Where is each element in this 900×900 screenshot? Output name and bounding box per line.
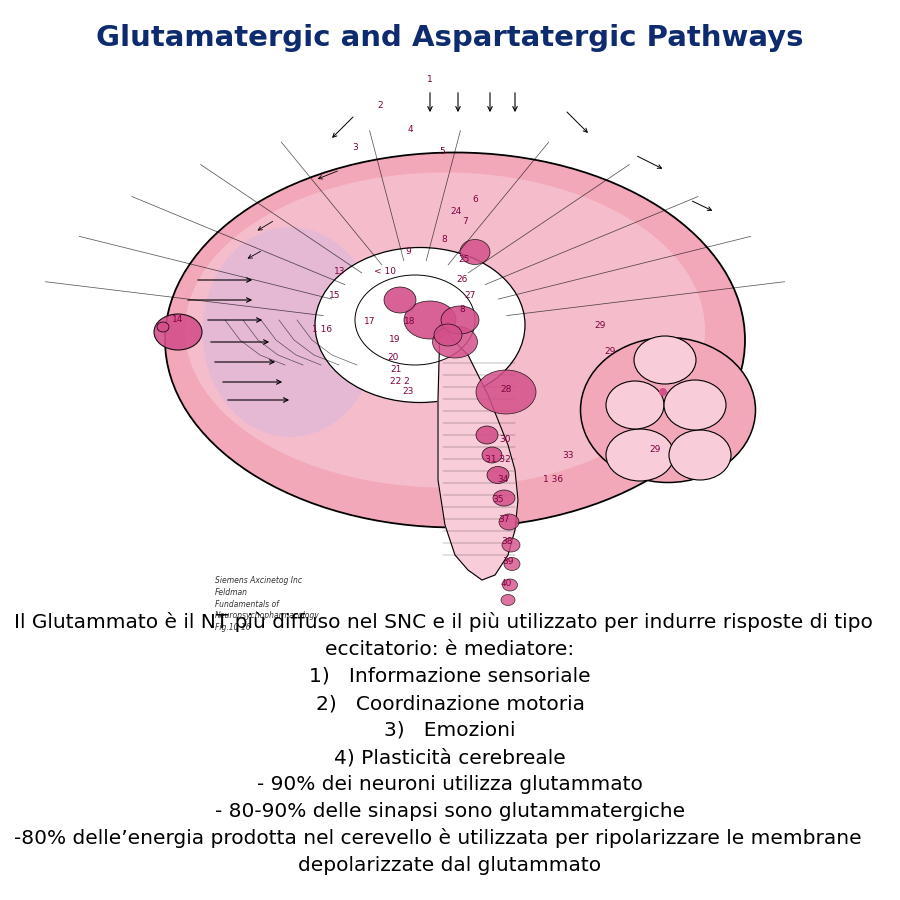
Text: 9: 9 bbox=[405, 248, 411, 256]
Text: 15: 15 bbox=[329, 292, 341, 301]
Text: 37: 37 bbox=[499, 516, 509, 525]
Ellipse shape bbox=[606, 381, 664, 429]
Text: 29: 29 bbox=[594, 320, 606, 329]
Text: 22 2: 22 2 bbox=[390, 377, 410, 386]
Ellipse shape bbox=[355, 275, 475, 365]
Ellipse shape bbox=[441, 306, 479, 334]
Text: - 90% dei neuroni utilizza glutammato: - 90% dei neuroni utilizza glutammato bbox=[257, 775, 643, 794]
Ellipse shape bbox=[185, 173, 705, 488]
Ellipse shape bbox=[502, 579, 518, 591]
Text: 31 32: 31 32 bbox=[485, 455, 511, 464]
Ellipse shape bbox=[202, 227, 377, 437]
Text: 2)   Coordinazione motoria: 2) Coordinazione motoria bbox=[316, 694, 584, 713]
Ellipse shape bbox=[404, 301, 456, 339]
Text: - 80-90% delle sinapsi sono glutammatergiche: - 80-90% delle sinapsi sono glutammaterg… bbox=[215, 802, 685, 821]
Ellipse shape bbox=[157, 322, 169, 332]
Ellipse shape bbox=[634, 336, 696, 384]
Text: 23: 23 bbox=[402, 388, 414, 397]
Text: 4) Plasticità cerebreale: 4) Plasticità cerebreale bbox=[334, 748, 566, 767]
Text: 4: 4 bbox=[407, 125, 413, 134]
Text: Siemens Axcinetog Inc
Feldman
Fundamentals of
Neuropsychopharmacology
Fig.10 16: Siemens Axcinetog Inc Feldman Fundamenta… bbox=[215, 576, 320, 632]
Ellipse shape bbox=[606, 429, 674, 481]
Text: < 10: < 10 bbox=[374, 267, 396, 276]
Text: 26: 26 bbox=[456, 275, 468, 284]
Text: 7: 7 bbox=[462, 218, 468, 227]
Text: 33: 33 bbox=[562, 451, 574, 460]
Ellipse shape bbox=[476, 370, 536, 414]
Text: 19: 19 bbox=[389, 336, 400, 345]
Text: Glutamatergic and Aspartatergic Pathways: Glutamatergic and Aspartatergic Pathways bbox=[96, 24, 804, 52]
Text: 1: 1 bbox=[428, 76, 433, 85]
Ellipse shape bbox=[504, 557, 520, 571]
Text: 35: 35 bbox=[492, 496, 504, 505]
Ellipse shape bbox=[487, 466, 509, 483]
Text: 29: 29 bbox=[649, 446, 661, 454]
Ellipse shape bbox=[482, 447, 502, 463]
Text: 25: 25 bbox=[458, 256, 470, 265]
Ellipse shape bbox=[502, 538, 520, 552]
Text: 30: 30 bbox=[500, 436, 511, 445]
Text: 18: 18 bbox=[404, 318, 416, 327]
Ellipse shape bbox=[476, 426, 498, 444]
Text: 8: 8 bbox=[459, 305, 465, 314]
Text: eccitatorio: è mediatore:: eccitatorio: è mediatore: bbox=[326, 640, 574, 659]
Ellipse shape bbox=[154, 314, 202, 350]
Text: 1 36: 1 36 bbox=[543, 475, 563, 484]
Ellipse shape bbox=[499, 514, 519, 530]
Text: Il Glutammato è il NT più diffuso nel SNC e il più utilizzato per indurre rispos: Il Glutammato è il NT più diffuso nel SN… bbox=[14, 612, 873, 632]
Text: 5: 5 bbox=[439, 148, 445, 157]
Text: 38: 38 bbox=[501, 537, 513, 546]
Text: 34: 34 bbox=[498, 475, 508, 484]
Ellipse shape bbox=[580, 338, 755, 482]
Text: 3: 3 bbox=[352, 142, 358, 151]
Text: 13: 13 bbox=[334, 267, 346, 276]
Text: 6: 6 bbox=[472, 195, 478, 204]
Text: 39: 39 bbox=[502, 557, 514, 566]
Text: 3)   Emozioni: 3) Emozioni bbox=[384, 721, 516, 740]
Text: 2: 2 bbox=[377, 101, 382, 110]
Text: 29: 29 bbox=[604, 347, 616, 356]
Text: 21: 21 bbox=[391, 365, 401, 374]
Ellipse shape bbox=[669, 430, 731, 480]
Ellipse shape bbox=[165, 152, 745, 527]
Text: 24: 24 bbox=[450, 208, 462, 217]
Ellipse shape bbox=[384, 287, 416, 313]
Ellipse shape bbox=[315, 248, 525, 402]
Ellipse shape bbox=[664, 380, 726, 430]
Ellipse shape bbox=[659, 388, 667, 396]
Text: 8: 8 bbox=[441, 236, 447, 245]
Ellipse shape bbox=[501, 595, 515, 606]
Ellipse shape bbox=[493, 490, 515, 506]
Text: 27: 27 bbox=[464, 291, 476, 300]
Text: 1 16: 1 16 bbox=[312, 326, 332, 335]
Ellipse shape bbox=[434, 324, 462, 346]
Text: 1)   Informazione sensoriale: 1) Informazione sensoriale bbox=[310, 667, 590, 686]
Polygon shape bbox=[438, 325, 518, 580]
Text: 14: 14 bbox=[172, 316, 184, 325]
Text: 40: 40 bbox=[500, 580, 512, 589]
Text: -80% delle’energia prodotta nel cerevello è utilizzata per ripolarizzare le memb: -80% delle’energia prodotta nel cerevell… bbox=[14, 828, 861, 848]
Text: 17: 17 bbox=[364, 318, 376, 327]
Text: depolarizzate dal glutammato: depolarizzate dal glutammato bbox=[299, 856, 601, 875]
Text: 28: 28 bbox=[500, 385, 512, 394]
Text: 20: 20 bbox=[387, 353, 399, 362]
Ellipse shape bbox=[433, 326, 478, 358]
Ellipse shape bbox=[460, 239, 490, 265]
